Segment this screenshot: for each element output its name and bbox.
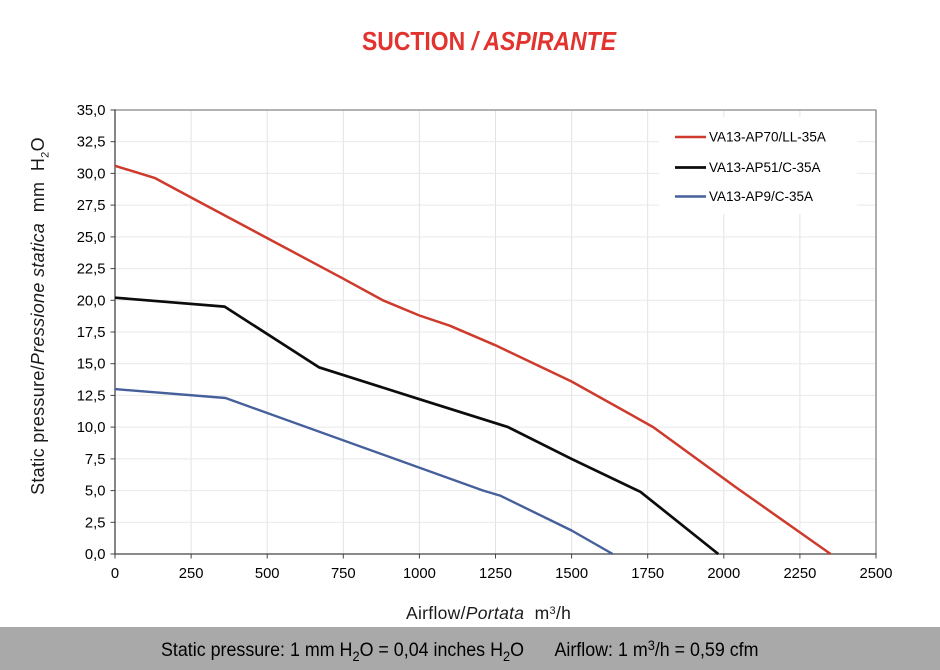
svg-text:22,5: 22,5 bbox=[77, 262, 106, 278]
svg-text:1500: 1500 bbox=[555, 566, 588, 582]
svg-text:35,0: 35,0 bbox=[77, 103, 106, 119]
svg-text:Airflow/Portata m3/h: Airflow/Portata m3/h bbox=[406, 603, 571, 623]
svg-text:Airflow: 1 m3/h = 0,59 cfm: Airflow: 1 m3/h = 0,59 cfm bbox=[555, 637, 759, 661]
svg-text:VA13-AP70/LL-35A: VA13-AP70/LL-35A bbox=[709, 130, 826, 145]
svg-text:12,5: 12,5 bbox=[77, 388, 106, 404]
svg-text:500: 500 bbox=[255, 566, 280, 582]
svg-text:27,5: 27,5 bbox=[77, 198, 106, 214]
svg-text:1750: 1750 bbox=[631, 566, 664, 582]
svg-text:2500: 2500 bbox=[860, 566, 893, 582]
svg-text:0: 0 bbox=[111, 566, 119, 582]
svg-text:25,0: 25,0 bbox=[77, 230, 106, 246]
svg-text:1250: 1250 bbox=[479, 566, 512, 582]
svg-text:5,0: 5,0 bbox=[85, 484, 106, 500]
svg-text:2,5: 2,5 bbox=[85, 515, 106, 531]
svg-text:30,0: 30,0 bbox=[77, 166, 106, 182]
svg-text:250: 250 bbox=[179, 566, 204, 582]
svg-text:15,0: 15,0 bbox=[77, 357, 106, 373]
svg-text:2000: 2000 bbox=[707, 566, 740, 582]
svg-text:VA13-AP9/C-35A: VA13-AP9/C-35A bbox=[709, 189, 813, 204]
svg-text:VA13-AP51/C-35A: VA13-AP51/C-35A bbox=[709, 160, 821, 175]
svg-text:2250: 2250 bbox=[783, 566, 816, 582]
svg-text:20,0: 20,0 bbox=[77, 293, 106, 309]
svg-text:Static pressure: 1 mm H2O = 0,: Static pressure: 1 mm H2O = 0,04 inches … bbox=[161, 639, 524, 664]
svg-text:Static pressure/Pressione stat: Static pressure/Pressione statica mm H2O bbox=[28, 137, 52, 495]
svg-text:750: 750 bbox=[331, 566, 356, 582]
svg-text:1000: 1000 bbox=[403, 566, 436, 582]
svg-text:7,5: 7,5 bbox=[85, 452, 106, 468]
svg-text:32,5: 32,5 bbox=[77, 135, 106, 151]
svg-text:SUCTION / ASPIRANTE: SUCTION / ASPIRANTE bbox=[362, 26, 617, 56]
svg-text:17,5: 17,5 bbox=[77, 325, 106, 341]
svg-text:10,0: 10,0 bbox=[77, 420, 106, 436]
svg-text:0,0: 0,0 bbox=[85, 547, 106, 563]
